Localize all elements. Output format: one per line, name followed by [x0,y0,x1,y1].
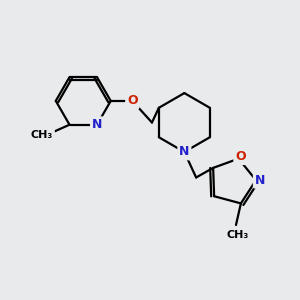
Text: O: O [127,94,138,107]
Text: CH₃: CH₃ [31,130,53,140]
Text: CH₃: CH₃ [227,230,249,240]
Text: N: N [179,146,190,158]
Text: N: N [255,174,265,187]
Text: N: N [92,118,102,131]
Text: O: O [235,150,246,163]
